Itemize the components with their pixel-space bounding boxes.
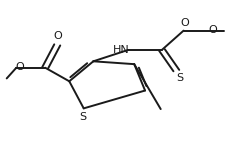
Text: O: O xyxy=(53,31,62,41)
Text: O: O xyxy=(15,62,24,72)
Text: O: O xyxy=(208,25,217,35)
Text: S: S xyxy=(79,112,86,122)
Text: S: S xyxy=(176,73,183,83)
Text: HN: HN xyxy=(113,45,129,55)
Text: O: O xyxy=(180,18,189,28)
